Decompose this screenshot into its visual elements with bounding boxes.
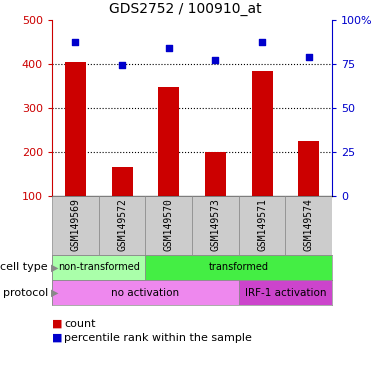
Text: protocol: protocol bbox=[3, 288, 48, 298]
Bar bbox=[65, 62, 86, 196]
Text: no activation: no activation bbox=[111, 288, 180, 298]
Bar bbox=[52, 196, 99, 255]
Text: ■: ■ bbox=[52, 319, 62, 329]
Text: ■: ■ bbox=[52, 333, 62, 343]
Text: ▶: ▶ bbox=[51, 288, 59, 298]
Bar bbox=[192, 196, 239, 255]
Text: GSM149570: GSM149570 bbox=[164, 198, 174, 251]
Text: GSM149571: GSM149571 bbox=[257, 198, 267, 251]
Point bbox=[119, 62, 125, 68]
Bar bbox=[145, 196, 192, 255]
Point bbox=[72, 39, 78, 45]
Bar bbox=[239, 280, 332, 305]
Text: GDS2752 / 100910_at: GDS2752 / 100910_at bbox=[109, 2, 262, 16]
Bar bbox=[205, 152, 226, 196]
Text: GSM149573: GSM149573 bbox=[210, 198, 220, 251]
Bar bbox=[52, 255, 145, 280]
Text: IRF-1 activation: IRF-1 activation bbox=[244, 288, 326, 298]
Text: transformed: transformed bbox=[209, 263, 269, 273]
Bar bbox=[285, 196, 332, 255]
Bar bbox=[99, 196, 145, 255]
Text: ▶: ▶ bbox=[51, 263, 59, 273]
Point bbox=[259, 40, 265, 46]
Text: cell type: cell type bbox=[0, 263, 48, 273]
Point bbox=[166, 45, 172, 51]
Bar bbox=[158, 87, 179, 196]
Bar bbox=[298, 141, 319, 196]
Point bbox=[306, 54, 312, 60]
Text: non-transformed: non-transformed bbox=[58, 263, 139, 273]
Text: GSM149574: GSM149574 bbox=[304, 198, 313, 251]
Text: percentile rank within the sample: percentile rank within the sample bbox=[64, 333, 252, 343]
Bar bbox=[239, 196, 285, 255]
Bar bbox=[112, 167, 132, 196]
Text: count: count bbox=[64, 319, 95, 329]
Bar bbox=[52, 280, 239, 305]
Bar bbox=[145, 255, 332, 280]
Text: GSM149572: GSM149572 bbox=[117, 198, 127, 251]
Text: GSM149569: GSM149569 bbox=[70, 198, 81, 251]
Bar bbox=[252, 71, 273, 196]
Point bbox=[212, 58, 218, 64]
